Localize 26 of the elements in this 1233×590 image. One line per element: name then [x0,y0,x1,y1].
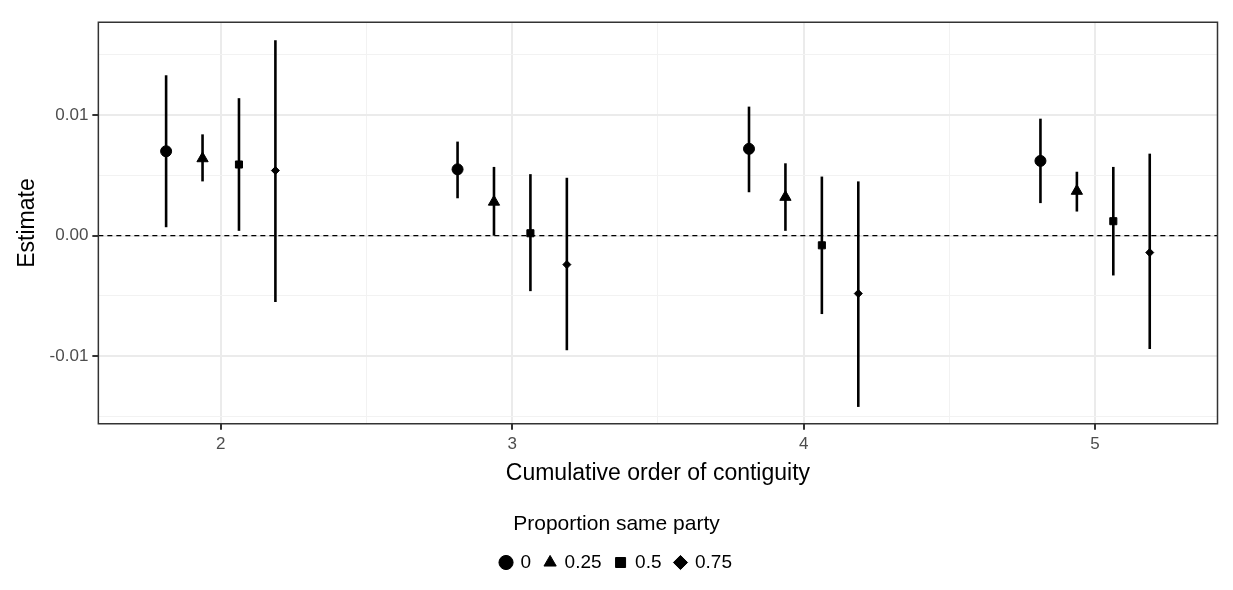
y-tick-label: 0.01 [55,104,89,124]
point [743,142,755,155]
point [196,151,209,163]
point [1109,217,1118,226]
legend-title: Proportion same party [513,511,721,535]
legend-label: 0.5 [635,550,662,572]
x-tick-label: 3 [507,433,517,453]
y-axis-title: Estimate [13,178,40,268]
legend-label: 0 [520,550,532,572]
x-axis-title: Cumulative order of contiguity [505,459,811,486]
x-tick-label: 4 [798,433,809,453]
point [234,160,244,169]
point [1070,184,1084,195]
legend-label: 0.25 [564,550,602,572]
point [817,241,826,250]
point [526,229,535,238]
legend-label: 0.75 [694,550,732,572]
point [779,190,792,201]
point [451,163,464,176]
y-tick-label: 0.00 [55,225,89,245]
y-tick-label: -0.01 [49,345,89,365]
point [160,145,173,158]
point [1034,154,1047,167]
x-tick-label: 2 [216,433,226,453]
x-tick-label: 5 [1090,433,1100,453]
point [487,194,501,206]
